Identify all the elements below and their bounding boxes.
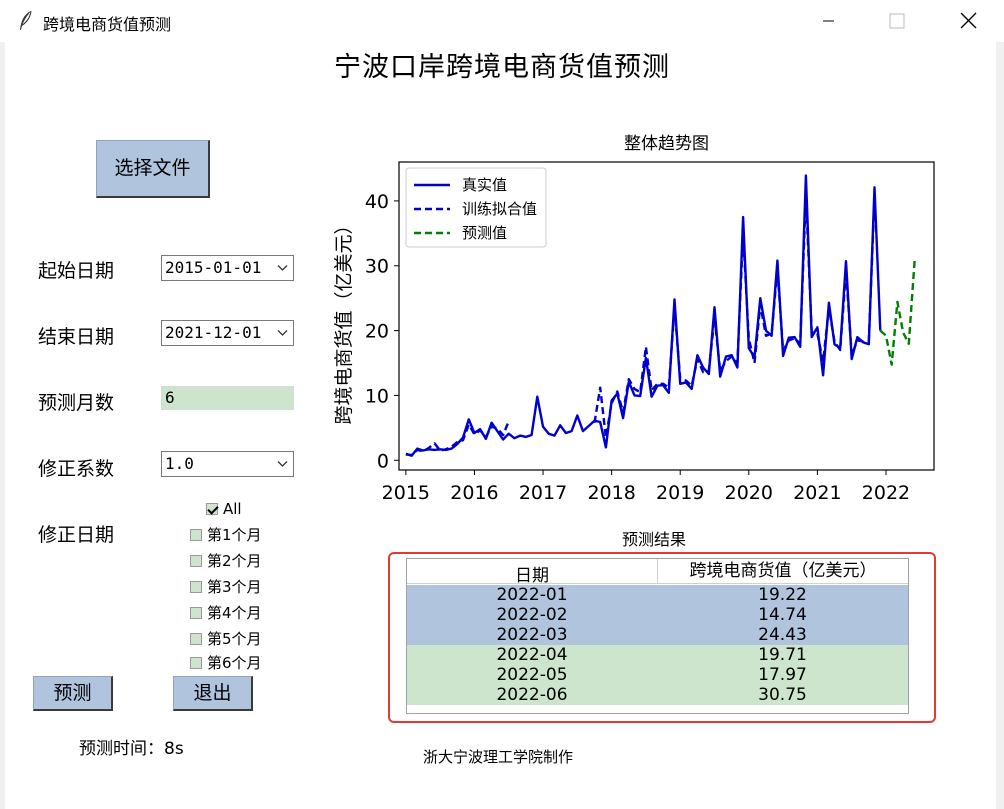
checkbox-all-box[interactable] [206, 503, 218, 515]
results-highlight-frame [388, 552, 936, 723]
cell-value: 19.22 [758, 585, 807, 605]
table-row[interactable]: 2022-04 19.71 [407, 645, 908, 665]
legend-label: 真实值 [462, 176, 507, 194]
table-row[interactable]: 2022-02 14.74 [407, 605, 908, 625]
cell-date: 2022-06 [496, 685, 568, 705]
results-title: 预测结果 [622, 530, 687, 549]
x-tick-label: 2018 [587, 482, 635, 504]
cell-date: 2022-04 [496, 645, 568, 665]
end-date-value: 2021-12-01 [165, 323, 262, 342]
close-icon[interactable] [946, 6, 990, 36]
right-edge [996, 42, 1004, 809]
checkbox-month-4-box[interactable] [190, 607, 202, 619]
series-line-2 [593, 193, 876, 439]
y-tick-label: 0 [377, 450, 389, 472]
cell-value: 19.71 [758, 645, 807, 665]
table-row[interactable]: 2022-05 17.97 [407, 665, 908, 685]
y-tick-label: 30 [365, 256, 389, 278]
cell-value: 14.74 [758, 605, 807, 625]
x-tick-label: 2021 [793, 482, 841, 504]
results-table: 日期 跨境电商货值（亿美元） 2022-01 19.22 2022-02 14.… [406, 558, 909, 714]
cell-value: 30.75 [758, 685, 807, 705]
column-header-date[interactable]: 日期 [515, 566, 549, 586]
end-date-label: 结束日期 [38, 326, 115, 348]
legend-label: 预测值 [462, 224, 507, 242]
y-tick-label: 40 [365, 191, 389, 213]
chevron-down-icon[interactable] [277, 329, 288, 337]
chevron-down-icon[interactable] [277, 264, 288, 272]
checkbox-month-2-label: 第2个月 [207, 552, 262, 570]
cell-date: 2022-01 [496, 585, 568, 605]
legend-box [405, 167, 547, 248]
feather-icon [20, 10, 32, 30]
chart-title: 整体趋势图 [624, 134, 709, 154]
end-date-combobox[interactable]: 2021-12-01 [161, 320, 294, 346]
y-axis-label: 跨境电商货值（亿美元） [333, 215, 355, 424]
correction-factor-label: 修正系数 [38, 458, 115, 480]
predict-months-label: 预测月数 [38, 392, 115, 414]
predict-time-text: 预测时间：8s [79, 739, 184, 759]
y-tick-label: 10 [365, 385, 389, 407]
checkbox-month-1-box[interactable] [190, 529, 202, 541]
plot-frame [398, 161, 935, 471]
series-line-2 [405, 420, 510, 457]
chevron-down-icon[interactable] [277, 460, 288, 468]
checkbox-month-3-label: 第3个月 [207, 578, 262, 596]
cell-date: 2022-03 [496, 625, 568, 645]
checkbox-month-6-label: 第6个月 [207, 654, 262, 672]
checkbox-month-5-label: 第5个月 [207, 630, 262, 648]
minimize-icon[interactable] [806, 6, 850, 36]
x-tick-label: 2016 [450, 482, 498, 504]
start-date-combobox[interactable]: 2015-01-01 [161, 255, 294, 281]
table-row[interactable]: 2022-03 24.43 [407, 625, 908, 645]
cell-date: 2022-02 [496, 605, 568, 625]
start-date-label: 起始日期 [38, 260, 115, 282]
table-row[interactable]: 2022-01 19.22 [407, 585, 908, 605]
correction-date-label: 修正日期 [38, 524, 115, 546]
start-date-value: 2015-01-01 [165, 258, 262, 277]
predict-button[interactable]: 预测 [33, 676, 113, 711]
legend-label: 训练拟合值 [462, 200, 537, 218]
cell-value: 17.97 [758, 665, 807, 685]
page-title: 宁波口岸跨境电商货值预测 [334, 52, 670, 83]
checkbox-month-4-label: 第4个月 [207, 604, 262, 622]
x-tick-label: 2017 [519, 482, 567, 504]
checkbox-month-2-box[interactable] [190, 555, 202, 567]
checkbox-month-5-box[interactable] [190, 633, 202, 645]
footer-credit: 浙大宁波理工学院制作 [423, 748, 574, 766]
left-edge [0, 42, 5, 809]
table-header: 日期 跨境电商货值（亿美元） [407, 559, 908, 586]
checkbox-month-3-box[interactable] [190, 581, 202, 593]
checkbox-month-1-label: 第1个月 [207, 526, 262, 544]
checkbox-month-6-box[interactable] [190, 657, 202, 669]
select-file-button[interactable]: 选择文件 [96, 140, 210, 198]
y-tick-label: 20 [365, 321, 389, 343]
correction-factor-value: 1.0 [165, 454, 194, 473]
checkbox-all-label: All [223, 500, 242, 518]
table-row[interactable]: 2022-06 30.75 [407, 685, 908, 705]
exit-button[interactable]: 退出 [173, 676, 253, 711]
series-line-3 [879, 260, 916, 366]
maximize-icon[interactable] [875, 6, 919, 36]
x-tick-label: 2019 [656, 482, 704, 504]
window-title: 跨境电商货值预测 [43, 15, 172, 34]
title-bar: 跨境电商货值预测 [0, 0, 1004, 42]
x-tick-label: 2020 [725, 482, 773, 504]
correction-factor-combobox[interactable]: 1.0 [161, 451, 294, 477]
cell-value: 24.43 [758, 625, 807, 645]
x-tick-label: 2022 [862, 482, 910, 504]
x-tick-label: 2015 [382, 482, 430, 504]
column-header-value[interactable]: 跨境电商货值（亿美元） [657, 559, 908, 584]
cell-date: 2022-05 [496, 665, 568, 685]
predict-months-input[interactable]: 6 [161, 386, 294, 410]
